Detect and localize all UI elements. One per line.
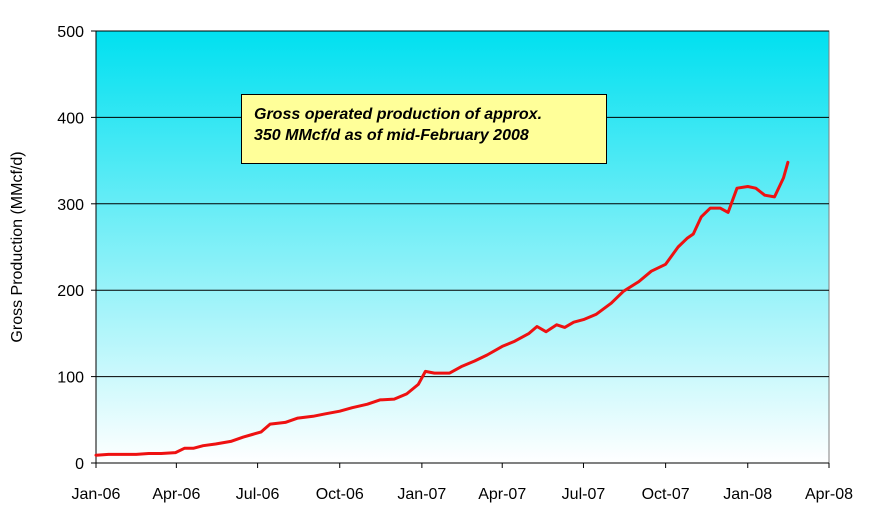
x-tick-label: Jan-07: [397, 486, 446, 503]
x-tick-label: Apr-07: [478, 486, 526, 503]
x-tick-label: Apr-06: [152, 486, 200, 503]
gridlines: [96, 30, 829, 378]
y-tick-label: 200: [57, 283, 84, 300]
annotation-line-1: Gross operated production of approx.: [254, 106, 543, 123]
y-tick-label: 300: [57, 197, 84, 214]
x-tick-label: Jul-06: [236, 486, 280, 503]
y-tick-labels: 0 100 200 300 400 500: [57, 24, 84, 473]
annotation-box: Gross operated production of approx. 350…: [241, 94, 607, 164]
y-tick-label: 500: [57, 24, 84, 41]
axes: [91, 30, 830, 468]
x-tick-label: Oct-07: [642, 486, 690, 503]
y-tick-label: 100: [57, 370, 84, 387]
annotation-line-2: 350 MMcf/d as of mid-February 2008: [254, 127, 529, 144]
y-tick-label: 400: [57, 110, 84, 127]
x-tick-label: Jul-07: [562, 486, 606, 503]
x-tick-label: Oct-06: [316, 486, 364, 503]
x-tick-labels: Jan-06 Apr-06 Jul-06 Oct-06 Jan-07 Apr-07 Jul-…: [72, 486, 854, 503]
x-tick-label: Jan-06: [72, 486, 121, 503]
production-series-line: [94, 160, 790, 457]
y-tick-label: 0: [75, 456, 84, 473]
x-tick-label: Jan-08: [723, 486, 772, 503]
x-tick-label: Apr-08: [805, 486, 853, 503]
y-axis-title: Gross Production (MMcf/d): [9, 151, 26, 342]
